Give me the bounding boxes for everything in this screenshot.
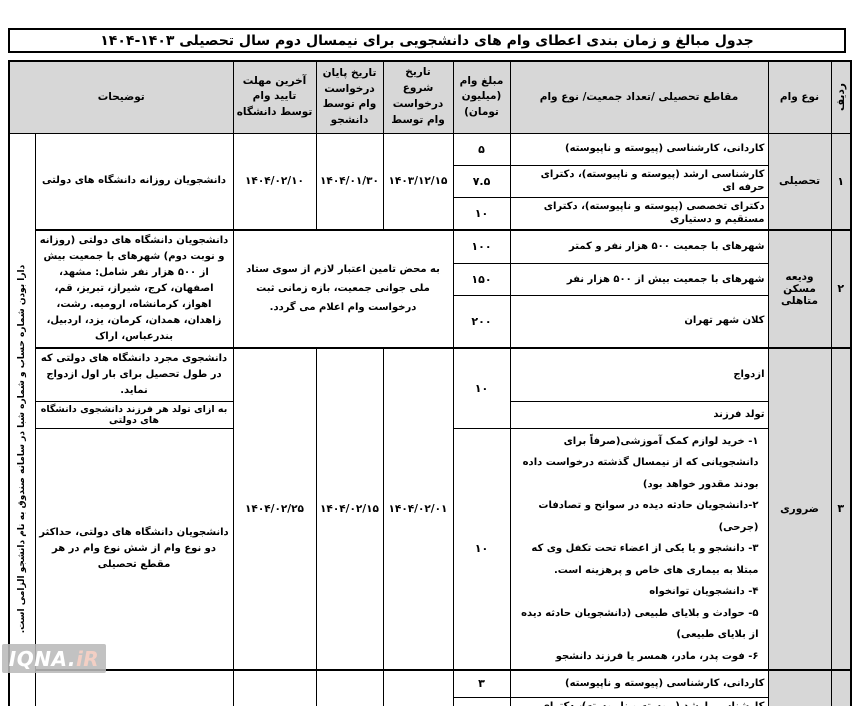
- side-note-text: دارا بودن شماره حساب و شماره شبا در ساما…: [17, 264, 28, 634]
- loan-type-cell: شهریه: [767, 669, 832, 706]
- header-end-date: تاریخ پایان درخواست وام توسط دانشجو: [315, 60, 384, 134]
- row-number-cell: ۱: [830, 132, 852, 231]
- category-cell: کاردانی، کارشناسی (پیوسته و ناپیوسته): [509, 132, 769, 166]
- essential-list-item: ۱- خرید لوازم کمک آموزشی(صرفاً برای دانش…: [522, 435, 759, 490]
- iqna-watermark-primary: IQNA.: [8, 646, 76, 671]
- notes-cell: دانشجویان روزانه دانشگاه های دولتی: [34, 132, 234, 231]
- table-title-text: جدول مبالغ و زمان بندی اعطای وام های دان…: [100, 32, 754, 49]
- header-row-no-label: ردیف: [834, 83, 847, 112]
- header-amount-label: مبلغ وام (میلیون تومان): [459, 74, 504, 119]
- start-date-cell: ۱۴۰۴/۰۲/۰۱: [382, 669, 454, 706]
- table-row: ۱ تحصیلی کاردانی، کارشناسی (پیوسته و ناپ…: [8, 132, 852, 706]
- deadline-cell: ۱۴۰۴/۰۲/۱۰: [232, 132, 317, 231]
- amount-cell: ۱۰: [452, 347, 511, 429]
- amount-cell: ۲۰۰: [452, 294, 511, 349]
- header-end-date-label: تاریخ پایان درخواست وام توسط دانشجو: [322, 66, 377, 126]
- table-row: کلان شهر تهران ۲۰۰: [9, 294, 851, 349]
- table-title: جدول مبالغ و زمان بندی اعطای وام های دان…: [8, 28, 846, 53]
- notes-cell: کلیه دانشجویان شهریه پرداز: [34, 669, 234, 706]
- table-row: ۳ ضروری ازدواج ۱۰ ۱۴۰۴/۰۲/۰۱ ۱۴۰۴/۰۲/۱۵ …: [9, 347, 852, 671]
- amount-cell: ۱۰: [452, 427, 511, 671]
- essential-list-item: ۵- حوادث و بلایای طبیعی (دانشجویان حادثه…: [521, 607, 759, 641]
- loan-type-cell: تحصیلی: [767, 132, 832, 231]
- loan-type-cell: ودیعه مسکن متاهلی: [767, 229, 832, 349]
- header-amount: مبلغ وام (میلیون تومان): [452, 60, 511, 134]
- header-row-no: ردیف: [830, 60, 852, 134]
- row-number-cell: ۳: [830, 347, 852, 671]
- header-deadline-label: آخرین مهلت تایید وام توسط دانشگاه: [236, 74, 313, 119]
- end-date-cell: ۱۴۰۴/۰۲/۱۵: [315, 669, 384, 706]
- category-cell: کارشناسی ارشد (پیوسته و ناپیوسته)، دکترا…: [509, 164, 769, 198]
- category-cell: ازدواج: [509, 347, 769, 402]
- category-cell: شهرهای با جمعیت ۵۰۰ هزار نفر و کمتر: [509, 228, 769, 265]
- amount-cell: ۳: [452, 669, 511, 698]
- deadline-cell: ۱۴۰۴/۰۲/۲۵: [232, 669, 317, 706]
- header-start-date: تاریخ شروع درخواست وام توسط دانشجو: [382, 60, 454, 134]
- category-cell: کلان شهر تهران: [509, 294, 769, 349]
- essential-list-item: ۴- دانشجویان توانخواه: [649, 586, 759, 597]
- loans-table: ردیف نوع وام مقاطع تحصیلی /تعداد جمعیت/ …: [8, 60, 852, 706]
- table-row: کارشناسی ارشد (پیوسته و ناپیوسته)، دکترا…: [9, 696, 851, 706]
- table-row: کارشناسی ارشد (پیوسته و ناپیوسته)، دکترا…: [9, 164, 851, 198]
- start-date-cell: ۱۴۰۳/۱۲/۱۵: [382, 132, 454, 231]
- notes-cell: دانشجوی مجرد دانشگاه های دولتی که در طول…: [34, 347, 234, 402]
- amount-cell: ۱۰: [452, 196, 511, 231]
- side-note-cell: دارا بودن شماره حساب و شماره شبا در ساما…: [8, 132, 36, 706]
- header-start-date-label: تاریخ شروع درخواست وام توسط دانشجو: [391, 66, 445, 126]
- loan-type-cell: ضروری: [767, 347, 832, 671]
- essential-list-cell: ۱- خرید لوازم کمک آموزشی(صرفاً برای دانش…: [509, 427, 769, 671]
- category-cell: کاردانی، کارشناسی (پیوسته و ناپیوسته): [509, 669, 769, 698]
- header-category: مقاطع تحصیلی /تعداد جمعیت/ نوع وام: [509, 60, 769, 134]
- header-loan-type: نوع وام: [767, 60, 832, 134]
- amount-cell: ۵: [452, 696, 511, 706]
- amount-cell: ۱۵۰: [452, 263, 511, 296]
- iqna-watermark: IQNA. iR: [2, 644, 106, 673]
- essential-list-item: ۲-دانشجویان حادثه دیده در سوانح و تصادفا…: [538, 500, 759, 533]
- row-number-cell: ۴: [830, 669, 852, 706]
- notes-cell: دانشجویان دانشگاه های دولتی (روزانه و نو…: [34, 229, 234, 349]
- category-cell: تولد فرزند: [509, 400, 769, 429]
- end-date-cell: ۱۴۰۴/۰۲/۱۵: [315, 347, 384, 671]
- table-row: دکترای تخصصی (پیوسته و ناپیوسته)، دکترای…: [9, 196, 851, 231]
- table-row: ۲ ودیعه مسکن متاهلی شهرهای با جمعیت ۵۰۰ …: [9, 228, 852, 349]
- header-deadline: آخرین مهلت تایید وام توسط دانشگاه: [232, 60, 317, 134]
- category-cell: دکترای تخصصی (پیوسته و ناپیوسته)، دکترای…: [509, 196, 769, 231]
- start-date-cell: ۱۴۰۴/۰۲/۰۱: [382, 347, 454, 671]
- header-notes: توضیحات: [8, 60, 234, 134]
- header-row: ردیف نوع وام مقاطع تحصیلی /تعداد جمعیت/ …: [8, 60, 852, 134]
- iqna-watermark-suffix: iR: [75, 646, 100, 671]
- essential-list-item: ۶- فوت پدر، مادر، همسر یا فرزند دانشجو: [555, 650, 759, 662]
- amount-cell: ۱۰۰: [452, 228, 511, 265]
- notes-cell: دانشجویان دانشگاه های دولتی، حداکثر دو ن…: [34, 427, 234, 671]
- essential-list-item: ۳- دانشجو و یا یکی از اعضاء تحت تکفل وی …: [531, 543, 759, 576]
- row-number-cell: ۲: [830, 229, 852, 349]
- end-date-cell: ۱۴۰۴/۰۱/۳۰: [315, 132, 384, 231]
- table-row: ۴ شهریه کاردانی، کارشناسی (پیوسته و ناپی…: [9, 669, 852, 706]
- table-row: ۱- خرید لوازم کمک آموزشی(صرفاً برای دانش…: [9, 427, 851, 671]
- category-cell: کارشناسی ارشد (پیوسته و ناپیوسته)، دکترا…: [509, 696, 769, 706]
- notes-cell: به ازای تولد هر فرزند دانشجوی دانشگاه ها…: [34, 400, 234, 429]
- amount-cell: ۷.۵: [452, 164, 511, 198]
- category-cell: شهرهای با جمعیت بیش از ۵۰۰ هزار نفر: [509, 263, 769, 296]
- amount-cell: ۵: [452, 132, 511, 166]
- deadline-cell: ۱۴۰۴/۰۲/۲۵: [232, 347, 317, 671]
- dates-note-cell: به محض تامین اعتبار لازم از سوی ستاد ملی…: [232, 229, 454, 349]
